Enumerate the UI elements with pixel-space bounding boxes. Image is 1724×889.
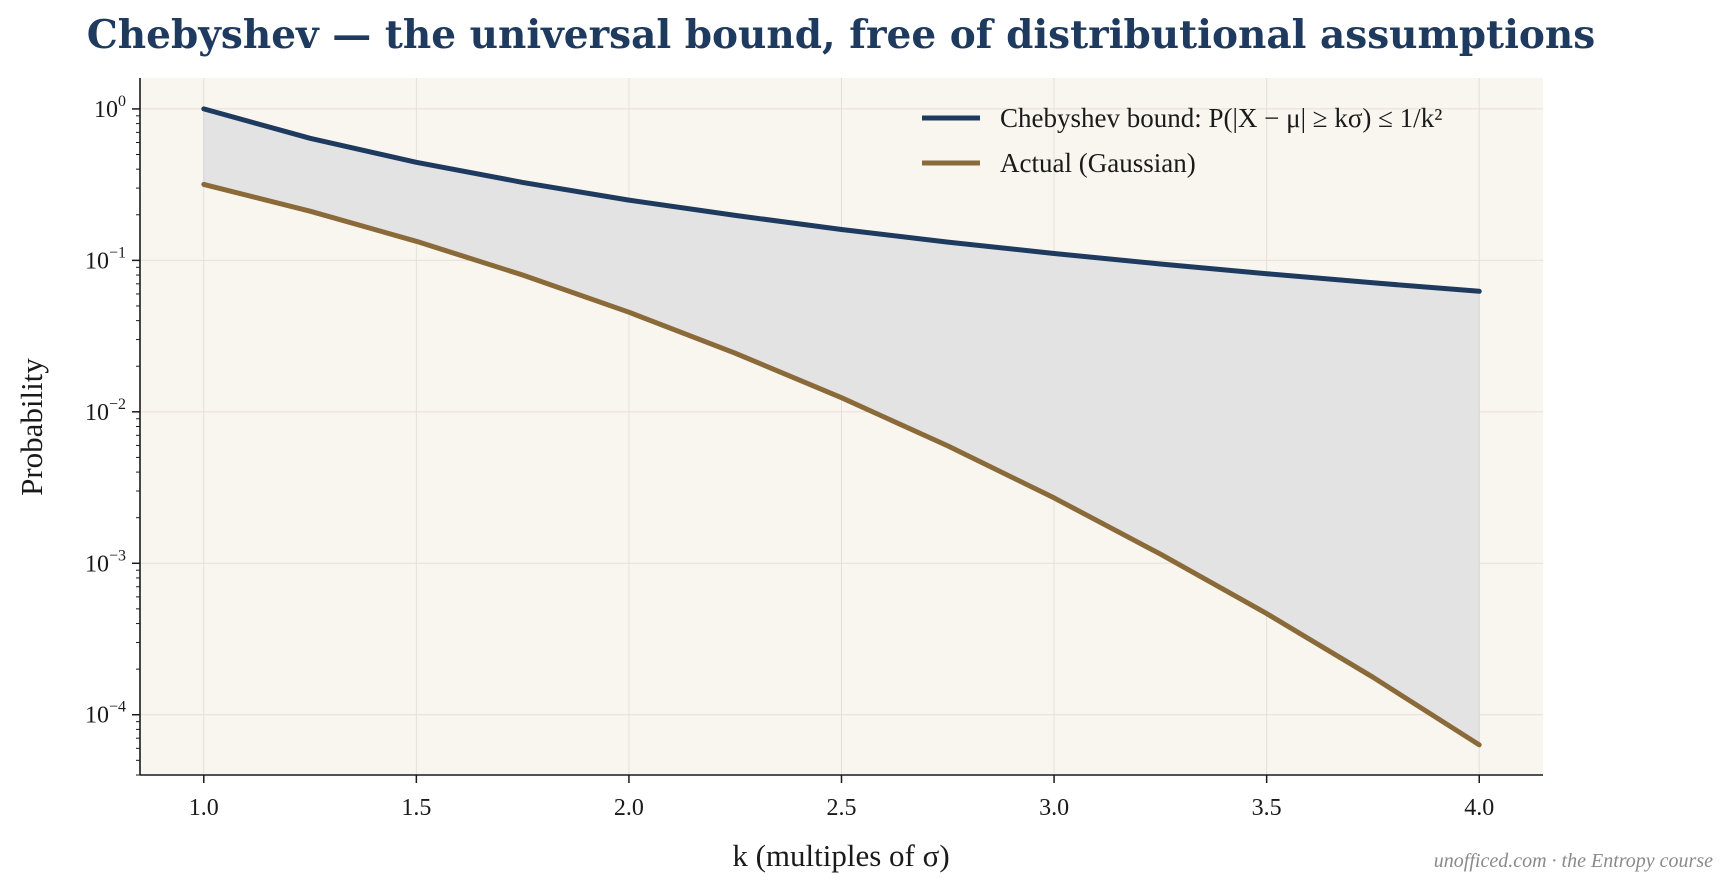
x-tick-label: 3.5 — [1252, 795, 1282, 821]
y-ticks: 100 10−1 10−2 10−3 10−4 — [85, 93, 140, 776]
y-tick-label: 10−2 — [85, 396, 126, 426]
x-tick-label: 2.0 — [614, 795, 644, 821]
y-tick-label: 10−4 — [85, 699, 126, 729]
y-tick-label: 10−1 — [85, 244, 126, 274]
legend: Chebyshev bound: P(|X − μ| ≥ kσ) ≤ 1/k² A… — [922, 103, 1442, 178]
credit: unofficed.com · the Entropy course — [1434, 850, 1713, 872]
legend-label: Actual (Gaussian) — [1000, 148, 1196, 178]
y-tick-label: 100 — [94, 93, 126, 123]
x-tick-label: 3.0 — [1039, 795, 1069, 821]
chart-title: Chebyshev — the universal bound, free of… — [87, 12, 1595, 58]
x-ticks: 1.0 1.5 2.0 2.5 3.0 3.5 4.0 — [189, 775, 1494, 821]
series-layer — [201, 106, 1482, 748]
y-tick-label: 10−3 — [85, 547, 126, 577]
series-line-chebyshev-bound — [201, 106, 1482, 294]
series-line-gaussian — [201, 181, 1482, 748]
x-tick-label: 2.5 — [827, 795, 857, 821]
x-tick-label: 1.5 — [401, 795, 431, 821]
x-tick-label: 4.0 — [1464, 795, 1494, 821]
x-tick-label: 1.0 — [189, 795, 219, 821]
legend-label: Chebyshev bound: P(|X − μ| ≥ kσ) ≤ 1/k² — [1000, 103, 1442, 133]
x-axis-label: k (multiples of σ) — [732, 838, 949, 873]
y-axis-label: Probability — [14, 358, 49, 496]
